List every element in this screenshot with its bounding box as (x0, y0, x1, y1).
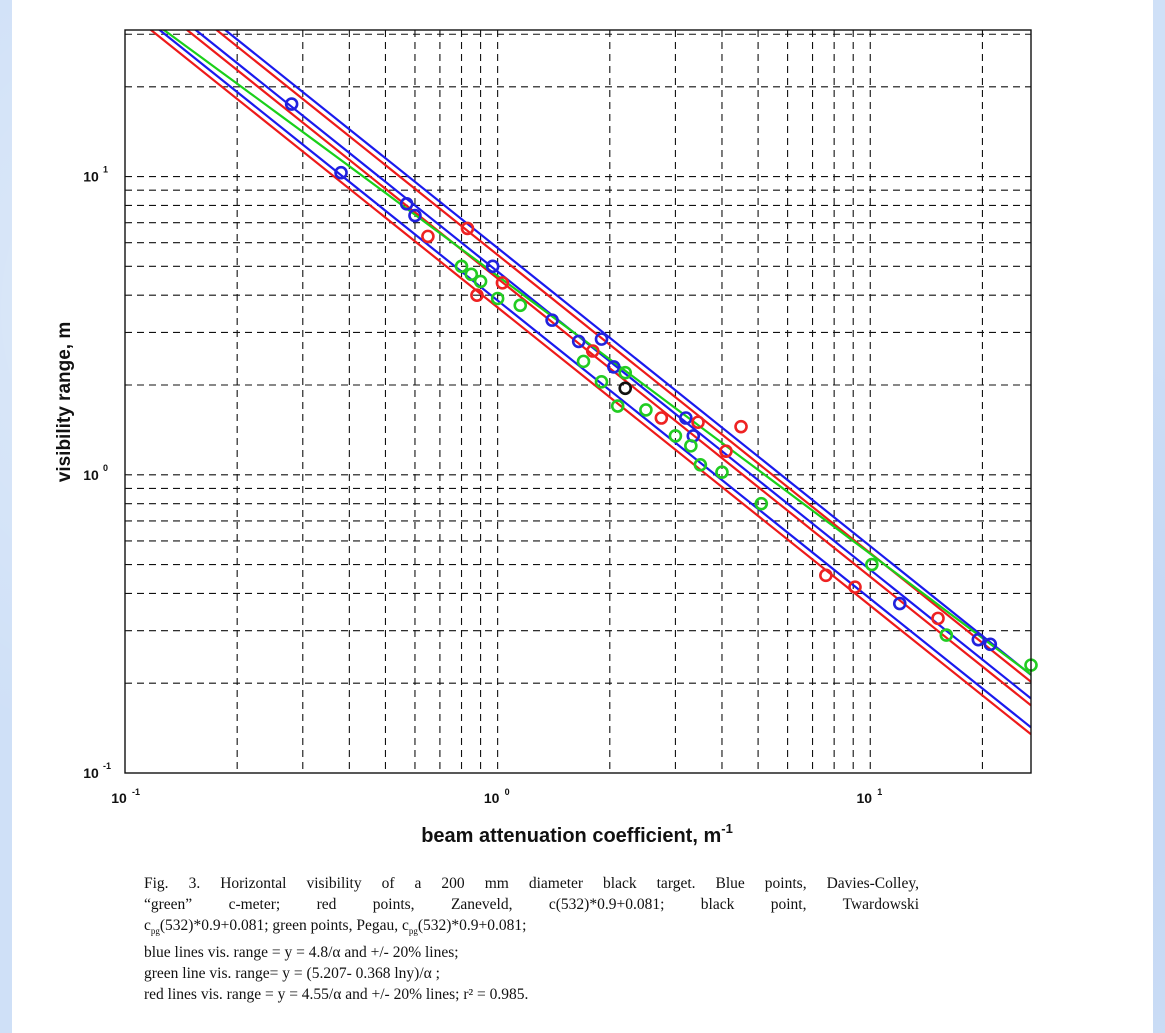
data-point (654, 411, 669, 425)
data-point (639, 403, 653, 417)
data-point (892, 596, 907, 611)
x-tick-label: 10 (111, 790, 127, 806)
data-point (585, 344, 600, 358)
data-point (971, 632, 986, 647)
data-point (983, 637, 998, 652)
data-point (408, 208, 422, 223)
data-point (485, 259, 500, 274)
y-axis-label: visibility range, m (54, 322, 75, 483)
figure-caption: Fig. 3. Horizontal visibility of a 200 m… (144, 873, 919, 1005)
plot-background (125, 30, 1031, 773)
data-point (594, 374, 609, 389)
fit-line (223, 30, 1031, 676)
data-points (284, 97, 1038, 672)
fit-line (185, 30, 1031, 707)
data-point (618, 381, 633, 396)
data-point (334, 165, 348, 180)
data-point (576, 354, 591, 369)
data-point (715, 465, 729, 480)
plot-frame (124, 29, 1032, 774)
data-point (719, 444, 733, 458)
x-tick-exponent: -1 (132, 787, 140, 797)
fit-line (162, 30, 1031, 676)
data-point (819, 568, 833, 583)
data-point (668, 429, 683, 443)
y-tick-exponent: 0 (103, 463, 108, 473)
data-point (610, 399, 625, 413)
data-point (495, 276, 510, 290)
data-point (464, 267, 479, 282)
fit-line (149, 30, 1031, 736)
data-point (421, 229, 435, 244)
axis-ticks: 10 -1 10 0 10 1 10 -1 10 0 10 1 (83, 165, 882, 806)
x-tick-label: 10 (856, 790, 872, 806)
y-tick-label: 10 (83, 467, 99, 483)
log-log-scatter-chart: 10 -1 10 0 10 1 10 -1 10 0 10 1 visibility range, m… (54, 29, 1038, 847)
caption-line-1: Fig. 3. Horizontal visibility of a 200 m… (144, 875, 919, 892)
x-tick-label: 10 (484, 790, 500, 806)
data-point (571, 334, 586, 349)
x-axis-label-superscript: -1 (721, 821, 733, 836)
data-point (691, 415, 705, 430)
data-point (490, 291, 505, 306)
data-point (460, 221, 475, 236)
data-point (734, 419, 748, 434)
data-point (545, 313, 559, 327)
grid (125, 30, 1031, 773)
y-tick-label: 10 (83, 765, 99, 781)
data-point (865, 557, 879, 572)
data-point (754, 496, 769, 511)
y-tick-label: 10 (83, 169, 99, 185)
y-tick-exponent: -1 (103, 761, 111, 771)
figure-page: 10 -1 10 0 10 1 10 -1 10 0 10 1 visibility range, m… (12, 0, 1153, 1033)
data-point (939, 628, 954, 642)
caption-line-3: cpg(532)*0.9+0.081; green points, Pegau,… (144, 917, 527, 937)
data-point (848, 580, 862, 594)
data-point (399, 197, 414, 211)
caption-line-2: “green” c-meter; red points, Zaneveld, c… (144, 896, 919, 913)
data-point (931, 611, 945, 626)
y-tick-exponent: 1 (103, 165, 108, 175)
data-point (454, 259, 469, 274)
caption-line-5: green line vis. range= y = (5.207- 0.368… (144, 965, 440, 983)
data-point (594, 332, 609, 346)
data-point (679, 411, 693, 425)
caption-line-6: red lines vis. range = y = 4.55/α and +/… (144, 986, 529, 1004)
data-point (473, 274, 488, 289)
data-point (618, 365, 633, 380)
x-tick-exponent: 1 (877, 787, 882, 797)
data-point (284, 97, 299, 111)
data-point (693, 458, 708, 472)
x-axis-label: beam attenuation coefficient, m-1 (421, 821, 733, 847)
data-point (470, 288, 484, 303)
data-point (684, 439, 698, 453)
x-tick-exponent: 0 (505, 787, 510, 797)
caption-line-4: blue lines vis. range = y = 4.8/α and +/… (144, 944, 459, 962)
data-point (513, 298, 528, 313)
data-point (606, 360, 621, 374)
